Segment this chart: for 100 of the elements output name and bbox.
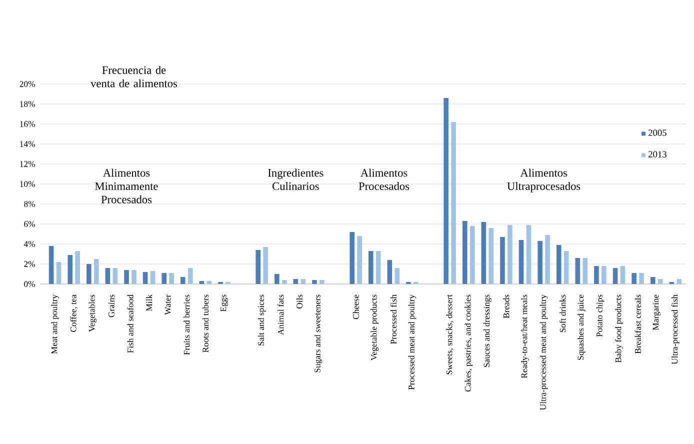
annotation: Alimentos Ultraprocesados xyxy=(507,168,580,192)
x-tick-label: Cheese xyxy=(352,294,359,320)
x-tick-label: Ultra-processed fish xyxy=(671,294,680,364)
x-tick-label: Soft drinks xyxy=(560,294,566,332)
bar xyxy=(538,241,542,284)
y-tick-label: 4% xyxy=(24,241,35,247)
bar xyxy=(556,245,562,284)
bar xyxy=(48,246,54,284)
y-tick-label: 0% xyxy=(24,281,35,287)
x-tick-label: Water xyxy=(164,294,171,315)
bar xyxy=(394,268,400,284)
bar xyxy=(376,251,381,284)
bar xyxy=(206,281,212,284)
bar xyxy=(620,266,626,284)
x-tick-label: Vegetable products xyxy=(370,294,379,360)
y-tick-label: 12% xyxy=(20,161,35,167)
y-tick-label: 18% xyxy=(20,101,35,107)
bar xyxy=(658,279,663,284)
x-tick-label: Potato chips xyxy=(596,294,604,337)
x-tick-label: Cakes, pastries, and cookies xyxy=(464,294,473,392)
bar xyxy=(564,251,569,284)
x-tick-label: Eggs xyxy=(220,294,228,312)
x-tick-label: Squashes and juice xyxy=(577,294,586,360)
x-tick-label: Baby food products xyxy=(615,294,623,363)
bar xyxy=(500,237,505,284)
x-tick-label: Sweets, snacks, dessert xyxy=(446,294,454,374)
bar xyxy=(518,240,524,284)
bar xyxy=(575,258,580,284)
y-tick-label: 8% xyxy=(24,201,35,207)
x-tick-label: Processed fish xyxy=(390,294,397,344)
bar xyxy=(282,280,287,284)
x-tick-label: Animal fats xyxy=(278,294,284,335)
legend-label: 2013 xyxy=(648,151,666,158)
bar xyxy=(545,235,550,284)
x-tick-label: Fruits and berries xyxy=(184,294,190,355)
x-tick-label: Salt and spices xyxy=(258,294,266,346)
bar xyxy=(188,268,193,284)
annotation: Alimentos Minimamente Procesados xyxy=(95,168,158,204)
bar xyxy=(612,268,618,284)
bar xyxy=(387,260,392,284)
bar xyxy=(169,273,174,284)
y-tick-label: 2% xyxy=(24,261,35,267)
x-tick-label: Coffee, tea xyxy=(70,294,78,332)
legend-label: 2005 xyxy=(648,130,666,136)
bar xyxy=(162,273,166,284)
bar xyxy=(676,279,682,284)
bar xyxy=(451,122,456,284)
x-tick-label: Fish and seafood xyxy=(127,294,134,353)
x-tick-label: Milk xyxy=(146,294,152,312)
bar xyxy=(312,280,317,284)
annotation: Alimentos Procesados xyxy=(358,168,410,190)
y-tick-label: 10% xyxy=(20,181,35,187)
bar xyxy=(293,279,298,284)
bar xyxy=(481,222,486,284)
y-tick-label: 16% xyxy=(20,121,35,127)
x-tick-label: Roots and tubers xyxy=(202,294,208,352)
x-tick-label: Processed meat and poultry xyxy=(408,294,416,390)
x-tick-label: Ready-to-eat/heat meals xyxy=(521,294,529,378)
bar xyxy=(199,281,204,284)
bar xyxy=(68,255,73,284)
bar xyxy=(56,262,62,284)
y-tick-label: 20% xyxy=(20,81,35,87)
bar xyxy=(263,247,268,284)
bar xyxy=(462,221,468,284)
bar xyxy=(444,98,448,284)
x-tick-label: Breakfast cereals xyxy=(634,294,641,354)
bar xyxy=(86,264,92,284)
bar xyxy=(180,277,186,284)
bar xyxy=(256,250,260,284)
bar xyxy=(639,273,644,284)
bar xyxy=(632,273,636,284)
annotation: Ingredientes Culinarios xyxy=(268,168,324,190)
bar xyxy=(582,258,588,284)
x-tick-label: Oils xyxy=(296,294,302,308)
bar xyxy=(124,270,129,284)
x-tick-label: Grains xyxy=(108,294,114,318)
x-tick-label: Breads xyxy=(503,294,510,318)
y-tick-label: 14% xyxy=(20,141,35,147)
chart-title: Frecuencia de venta de alimentos xyxy=(90,66,178,88)
bar xyxy=(470,226,475,284)
x-tick-label: Sauces and dressings xyxy=(483,294,492,367)
bar xyxy=(150,271,156,284)
bar xyxy=(105,268,110,284)
x-tick-label: Margarine xyxy=(652,294,660,330)
y-tick-label: 6% xyxy=(24,221,35,227)
bar xyxy=(350,232,354,284)
bar xyxy=(594,266,599,284)
bar xyxy=(142,272,148,284)
bar xyxy=(320,280,324,284)
bar xyxy=(75,251,80,284)
bar xyxy=(94,259,99,284)
bar xyxy=(274,274,280,284)
bar xyxy=(112,268,118,284)
x-tick-label: Sugars and sweeteners xyxy=(314,294,322,372)
bar xyxy=(132,270,136,284)
bar xyxy=(602,266,606,284)
bar xyxy=(300,279,306,284)
bar xyxy=(488,228,494,284)
x-tick-label: Vegetables xyxy=(88,294,97,332)
bar xyxy=(368,251,374,284)
